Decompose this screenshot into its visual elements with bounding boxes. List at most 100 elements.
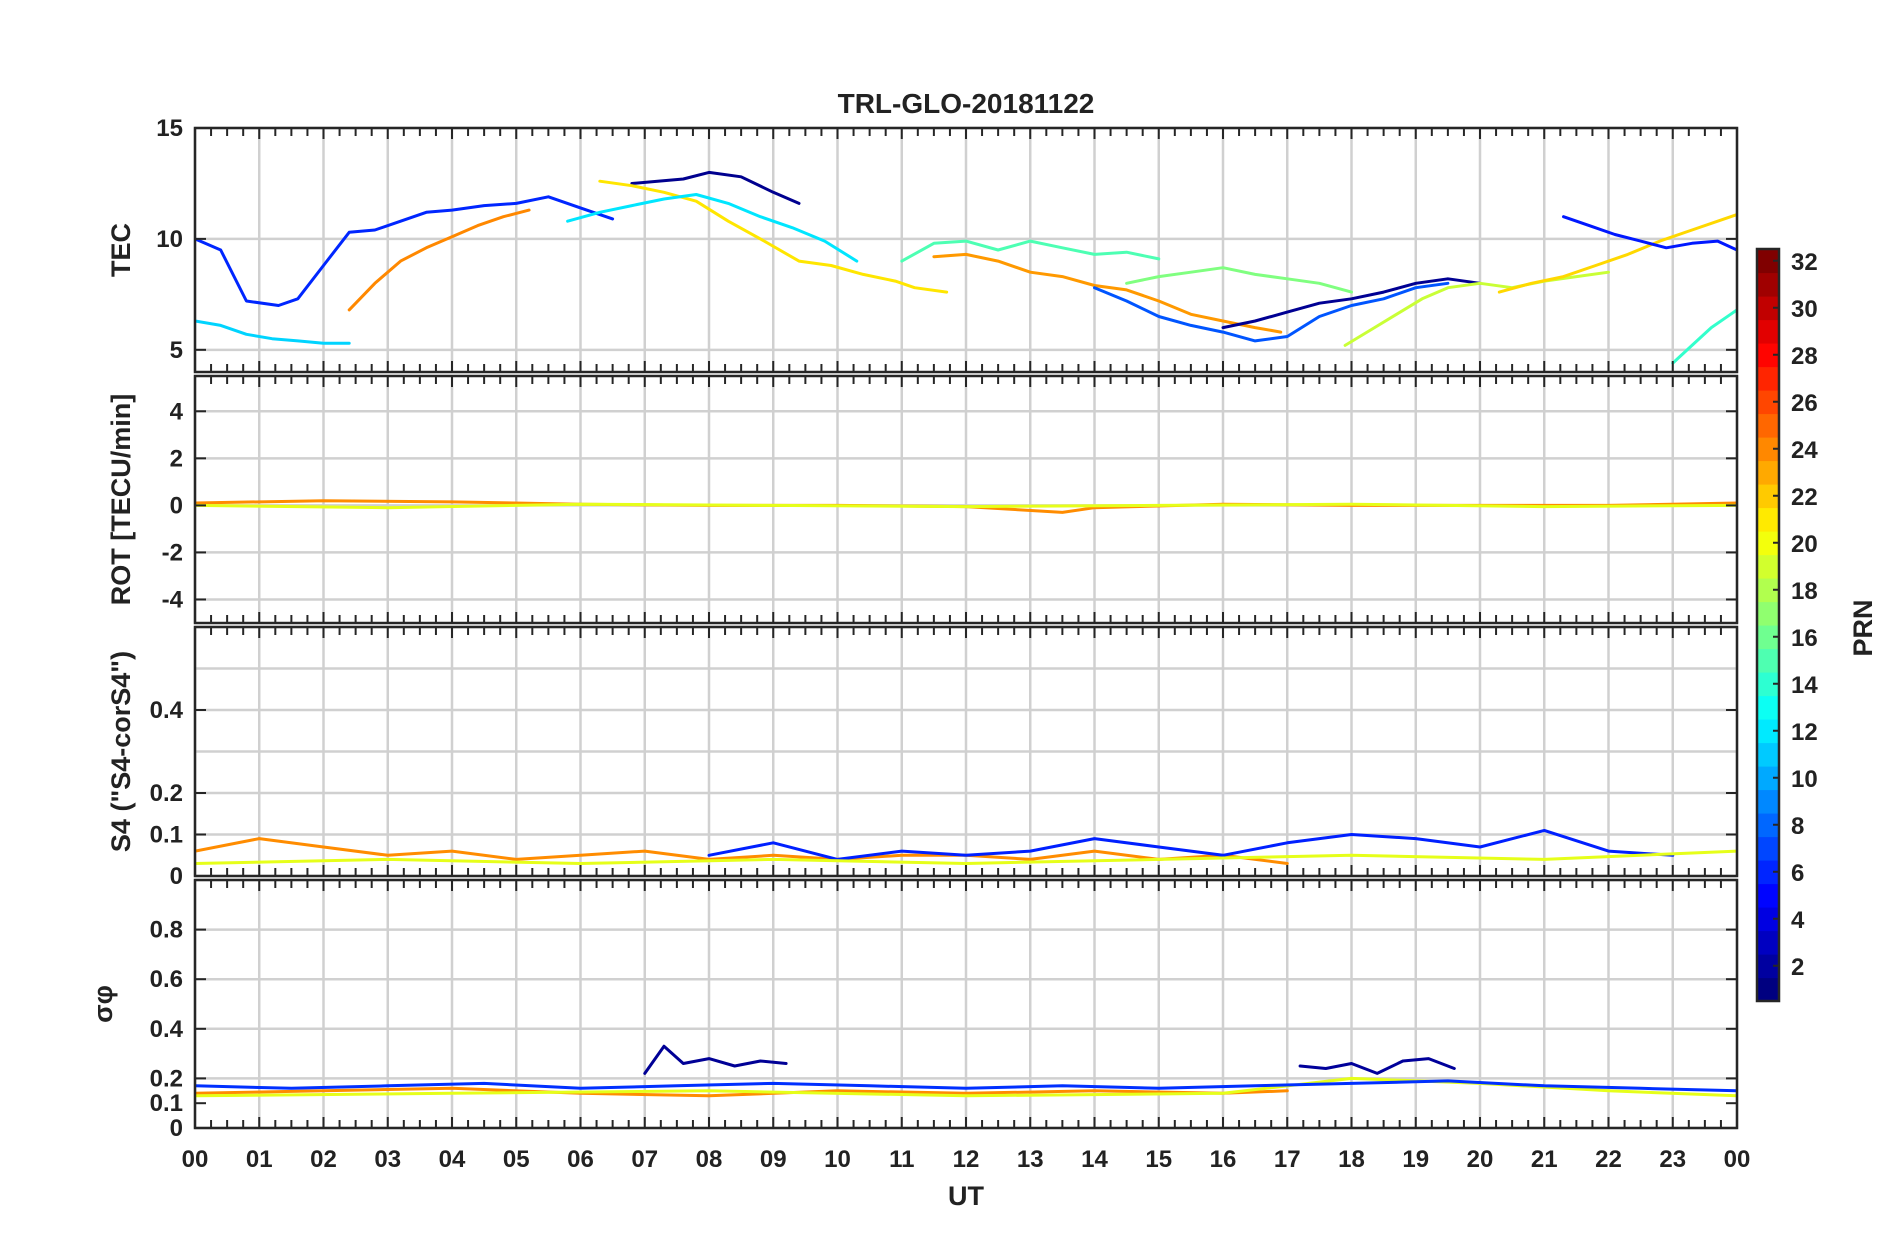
x-tick-label: 17 xyxy=(1274,1146,1301,1173)
colorbar-label: PRN xyxy=(1848,599,1878,656)
series-prn-3 xyxy=(195,195,615,307)
x-tick-label: 07 xyxy=(631,1146,658,1173)
colorbar-tick-label: 4 xyxy=(1791,907,1805,934)
colorbar-segment xyxy=(1757,601,1779,626)
series-prn-23 xyxy=(932,252,1283,334)
series-prn-23 xyxy=(195,837,1289,865)
colorbar-segment xyxy=(1757,578,1779,603)
y-tick-label: 2 xyxy=(170,445,183,472)
x-tick-label: 18 xyxy=(1338,1146,1365,1173)
series-prn-18 xyxy=(1343,270,1610,347)
y-tick-label: -4 xyxy=(162,586,184,613)
series-prn-19 xyxy=(195,502,1737,510)
colorbar-segment xyxy=(1757,319,1779,344)
colorbar-segment xyxy=(1757,883,1779,908)
y-tick-label: 0.2 xyxy=(150,780,183,807)
x-tick-label: 21 xyxy=(1531,1146,1558,1173)
series-prn-21 xyxy=(598,179,949,294)
series-prn-4 xyxy=(1562,215,1737,252)
series-prn-19 xyxy=(195,849,1737,865)
y-tick-label: 0.1 xyxy=(150,1090,183,1117)
x-tick-label: 11 xyxy=(889,1146,914,1173)
y-tick-label: 0.2 xyxy=(150,1065,183,1092)
colorbar-segment xyxy=(1757,672,1779,697)
y-axis-label: TEC xyxy=(106,223,136,277)
series-prn-21 xyxy=(1497,213,1737,294)
y-tick-label: 0.4 xyxy=(150,1016,184,1043)
y-tick-label: 4 xyxy=(170,398,184,425)
panel-rot: -4 -2 0 2 4 ROT [TECU/min] xyxy=(106,374,1739,625)
colorbar-segment xyxy=(1757,366,1779,391)
x-tick-label: 13 xyxy=(1017,1146,1044,1173)
colorbar-tick-label: 10 xyxy=(1791,766,1818,793)
series-prn-1 xyxy=(1298,1057,1456,1075)
x-tick-label: 00 xyxy=(182,1146,209,1173)
x-tick-label: 05 xyxy=(503,1146,530,1173)
y-tick-label: 0 xyxy=(170,863,183,890)
colorbar-tick-label: 2 xyxy=(1791,954,1804,981)
series-prn-13 xyxy=(566,193,859,263)
colorbar-segment xyxy=(1757,766,1779,791)
y-tick-label: 10 xyxy=(156,226,183,253)
colorbar-segment xyxy=(1757,625,1779,650)
series-prn-3 xyxy=(707,828,1675,861)
x-tick-label: 04 xyxy=(439,1146,466,1173)
colorbar-segment xyxy=(1757,413,1779,438)
series-prn-12 xyxy=(195,319,351,345)
y-tick-label: 5 xyxy=(170,337,183,364)
colorbar-tick-label: 28 xyxy=(1791,343,1818,370)
series-prn-7 xyxy=(1093,281,1450,343)
x-tick-label: 16 xyxy=(1210,1146,1237,1173)
colorbar-segment xyxy=(1757,695,1779,720)
y-tick-label: 0 xyxy=(170,1115,183,1142)
series-prn-1 xyxy=(630,170,801,205)
colorbar-tick-label: 6 xyxy=(1791,860,1804,887)
x-axis-label: UT xyxy=(948,1181,984,1211)
colorbar-frame xyxy=(1755,247,1781,1003)
colorbar-segment xyxy=(1757,249,1779,274)
colorbar-segment xyxy=(1757,531,1779,556)
series-prn-14 xyxy=(1671,308,1737,365)
series-prn-1 xyxy=(643,1044,788,1075)
colorbar-segment xyxy=(1757,836,1779,861)
x-tick-label: 15 xyxy=(1145,1146,1172,1173)
colorbar-segment xyxy=(1757,484,1779,509)
y-tick-label: 0.6 xyxy=(150,966,183,993)
y-axis-label: ROT [TECU/min] xyxy=(106,394,136,605)
y-tick-label: 0 xyxy=(170,492,183,519)
colorbar-segment xyxy=(1757,507,1779,532)
colorbar-tick-label: 30 xyxy=(1791,296,1818,323)
colorbar-tick-label: 14 xyxy=(1791,672,1818,699)
colorbar-segment xyxy=(1757,272,1779,297)
x-tick-label: 10 xyxy=(824,1146,851,1173)
series-prn-19 xyxy=(195,1076,1737,1098)
colorbar-segment xyxy=(1757,860,1779,885)
colorbar-tick-label: 26 xyxy=(1791,390,1818,417)
colorbar-segment xyxy=(1757,554,1779,579)
colorbar-segment xyxy=(1757,719,1779,744)
colorbar-segment xyxy=(1757,742,1779,767)
y-tick-label: 15 xyxy=(156,115,183,142)
series-prn-16 xyxy=(1125,266,1353,294)
series-prn-1 xyxy=(1221,277,1482,330)
colorbar-segment xyxy=(1757,296,1779,321)
colorbar-tick-label: 32 xyxy=(1791,249,1818,276)
colorbar-segment xyxy=(1757,648,1779,673)
panel-tec: 5 10 15 TEC xyxy=(106,115,1739,374)
colorbar-tick-label: 12 xyxy=(1791,719,1818,746)
x-tick-label: 23 xyxy=(1659,1146,1686,1173)
colorbar-segment xyxy=(1757,954,1779,979)
x-tick-label: 22 xyxy=(1595,1146,1622,1173)
y-tick-label: 0.1 xyxy=(150,822,183,849)
colorbar-segment xyxy=(1757,930,1779,955)
x-tick-label: 08 xyxy=(696,1146,723,1173)
colorbar-segment xyxy=(1757,907,1779,932)
y-tick-label: 0.8 xyxy=(150,917,183,944)
colorbar-segment xyxy=(1757,789,1779,814)
colorbar-tick-label: 16 xyxy=(1791,625,1818,652)
colorbar-segment xyxy=(1757,813,1779,838)
panel-sigma_phi: 00.10.2 0.4 0.6 0.8 σφ xyxy=(88,878,1739,1142)
